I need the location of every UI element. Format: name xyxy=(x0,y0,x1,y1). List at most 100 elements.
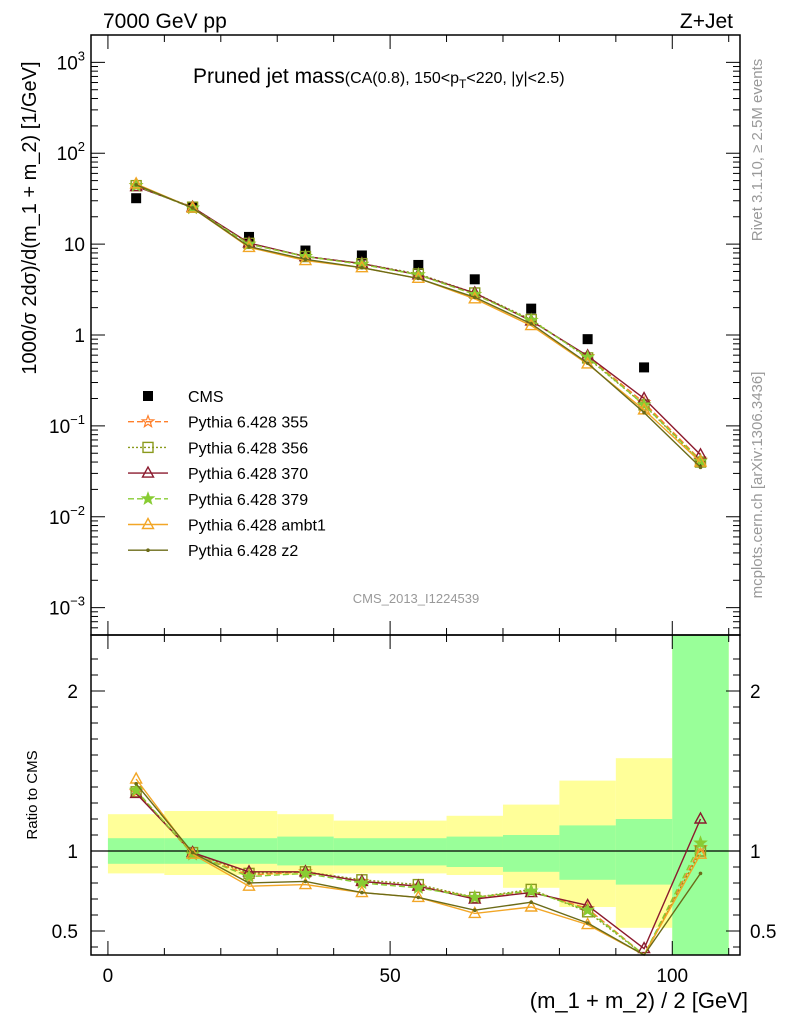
ratio-ytick-label-0: 0.5 xyxy=(52,922,78,943)
main-point-6-0 xyxy=(134,182,138,187)
main-point-6-9 xyxy=(642,410,646,415)
legend-label-4: Pythia 6.428 379 xyxy=(188,492,308,509)
ratio-plot-frame xyxy=(90,634,741,956)
legend-entry-3: Pythia 6.428 370 xyxy=(128,465,308,483)
legend-marker-1 xyxy=(140,413,156,428)
legend-label-2: Pythia 6.428 356 xyxy=(188,440,308,457)
ratio-point-5-3 xyxy=(303,879,308,884)
ratio-point-4-5 xyxy=(411,889,426,903)
xtick-label-2: 100 xyxy=(656,966,688,987)
ratio-point-5-1 xyxy=(190,850,195,855)
ratio-point-5-0 xyxy=(134,782,138,786)
main-point-6-3 xyxy=(303,257,308,262)
ratio-point-5-5 xyxy=(416,895,421,900)
ratio-point-3-6 xyxy=(467,889,483,904)
legend-label-1: Pythia 6.428 355 xyxy=(188,415,308,432)
ratio-band-inner-5 xyxy=(502,835,560,872)
ratio-ytick-label-right-1: 1 xyxy=(750,842,761,863)
legend-marker-2 xyxy=(142,441,154,454)
main-point-0-8 xyxy=(582,334,593,345)
legend-entry-1: Pythia 6.428 355 xyxy=(128,413,308,432)
main-ytick-label-base-3: 1 xyxy=(74,326,85,347)
main-ytick-label-6: 103 xyxy=(57,48,85,74)
main-ytick-label-exp-6: 3 xyxy=(78,48,85,63)
main-ytick-label-base-4: 10 xyxy=(64,235,85,256)
ratio-point-5-6 xyxy=(472,908,477,912)
main-point-5-2 xyxy=(242,239,256,253)
main-point-6-2 xyxy=(247,244,251,249)
ratio-point-4-8 xyxy=(580,917,595,930)
legend-entry-0: CMS xyxy=(143,389,224,406)
legend-marker-3 xyxy=(141,465,155,478)
ratio-ytick-label-right-0: 0.5 xyxy=(750,922,776,943)
main-ytick-label-base-2: 10 xyxy=(49,417,70,438)
main-ytick-label-4: 10 xyxy=(64,235,85,256)
main-point-6-7 xyxy=(529,321,533,326)
ratio-series-5 xyxy=(134,782,703,956)
ratio-band-inner-8 xyxy=(672,635,729,955)
ratio-point-5-8 xyxy=(585,921,590,925)
main-ytick-label-0: 10−3 xyxy=(49,594,85,620)
ratio-ytick-label-2: 2 xyxy=(67,682,78,703)
main-point-6-8 xyxy=(585,361,590,365)
main-ytick-label-exp-5: 2 xyxy=(78,139,85,154)
main-series-6 xyxy=(134,182,703,470)
main-point-0-9 xyxy=(639,362,650,373)
ratio-band-inner-4 xyxy=(446,836,503,867)
main-ytick-label-5: 102 xyxy=(57,139,85,165)
plot-subtitle-prefix: (CA(0.8), 150<p xyxy=(345,70,459,87)
main-point-6-4 xyxy=(360,265,364,270)
main-ytick-label-base-6: 10 xyxy=(57,53,78,74)
collision-label: 7000 GeV pp xyxy=(103,10,227,33)
process-label: Z+Jet xyxy=(680,10,733,33)
ratio-point-4-1 xyxy=(185,846,200,859)
main-series-layer xyxy=(128,176,708,470)
main-ytick-label-base-0: 10 xyxy=(49,599,70,620)
main-y-axis-label: 1000/σ 2dσ)/d(m_1 + m_2) [1/GeV] xyxy=(19,61,41,374)
legend-label-6: Pythia 6.428 z2 xyxy=(188,543,298,560)
main-point-5-0 xyxy=(129,176,143,189)
main-ytick-label-3: 1 xyxy=(74,326,85,347)
rivet-info: Rivet 3.1.10, ≥ 2.5M events xyxy=(749,59,766,242)
main-ytick-label-exp-1: −2 xyxy=(70,503,85,518)
legend-label-3: Pythia 6.428 370 xyxy=(188,466,308,483)
ratio-point-5-4 xyxy=(360,890,364,895)
legend-label-0: CMS xyxy=(188,389,224,406)
ratio-point-3-3 xyxy=(298,865,313,880)
analysis-id: CMS_2013_I1224539 xyxy=(353,591,480,606)
ratio-y-axis-label: Ratio to CMS xyxy=(24,750,41,839)
ratio-ytick-label-1: 1 xyxy=(67,842,78,863)
ratio-point-5-2 xyxy=(247,881,251,885)
main-point-4-10 xyxy=(693,453,708,468)
ratio-point-4-0 xyxy=(129,771,143,784)
main-point-6-10 xyxy=(698,465,703,470)
ratio-point-4-6 xyxy=(468,905,482,919)
ratio-point-4-7 xyxy=(524,899,538,912)
ratio-band-inner-3 xyxy=(333,838,447,866)
plot-subtitle-suffix: <220, |y|<2.5) xyxy=(466,70,564,87)
ratio-point-2-10 xyxy=(693,811,708,824)
main-ytick-label-base-5: 10 xyxy=(57,144,78,165)
main-point-0-5 xyxy=(413,259,424,270)
main-point-6-1 xyxy=(190,206,195,210)
legend-entry-5: Pythia 6.428 ambt1 xyxy=(128,517,326,535)
axes-ticks xyxy=(91,34,740,955)
main-point-6-6 xyxy=(472,295,477,300)
ratio-point-4-2 xyxy=(242,878,256,891)
legend-entry-4: Pythia 6.428 379 xyxy=(128,491,308,509)
ratio-point-4-10 xyxy=(693,846,708,859)
ratio-band-inner-7 xyxy=(615,819,673,885)
main-ytick-label-exp-2: −1 xyxy=(70,412,85,427)
main-point-5-7 xyxy=(524,318,538,331)
main-point-5-8 xyxy=(580,356,595,369)
ratio-point-2-9 xyxy=(637,941,651,954)
main-point-6-5 xyxy=(416,276,421,281)
main-point-0-7 xyxy=(526,303,537,314)
ratio-point-5-7 xyxy=(529,900,533,904)
plot-title-main: Pruned jet mass xyxy=(193,65,345,88)
legend-marker-0 xyxy=(143,391,153,401)
legend-entry-6: Pythia 6.428 z2 xyxy=(128,543,298,560)
ratio-point-3-8 xyxy=(580,902,595,917)
xtick-label-1: 50 xyxy=(380,966,401,987)
